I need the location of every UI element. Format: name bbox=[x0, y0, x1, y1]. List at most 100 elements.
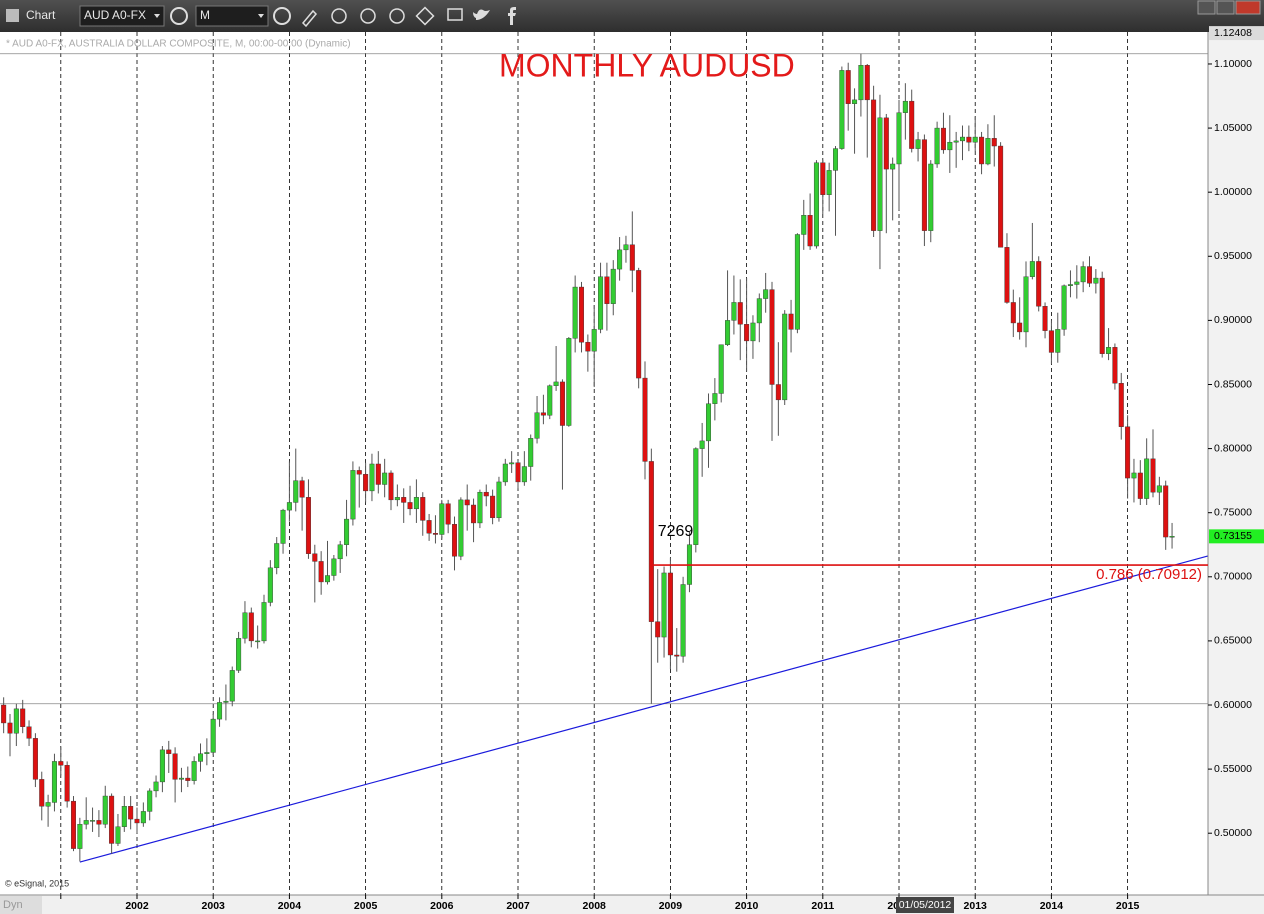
candle-body bbox=[369, 463, 375, 492]
time-axis bbox=[0, 895, 1264, 914]
x-tick-label: 2010 bbox=[735, 900, 759, 912]
candle-body bbox=[553, 381, 559, 386]
candle-body bbox=[1169, 536, 1175, 538]
facebook-icon[interactable] bbox=[508, 7, 516, 25]
comment-icon[interactable] bbox=[447, 8, 463, 21]
twitter-icon[interactable] bbox=[473, 9, 490, 21]
candle-body bbox=[407, 502, 413, 510]
candle-body bbox=[401, 497, 407, 503]
candle-body bbox=[274, 543, 280, 569]
cursor-box bbox=[896, 897, 954, 913]
candle-body bbox=[115, 826, 121, 844]
candle-body bbox=[280, 509, 286, 544]
x-tick-label: 2014 bbox=[1040, 900, 1064, 912]
candle-body bbox=[820, 162, 826, 195]
candle-body bbox=[896, 112, 902, 165]
candle-body bbox=[540, 412, 546, 416]
candle-body bbox=[356, 470, 362, 475]
interval-box[interactable] bbox=[195, 5, 269, 27]
candle-body bbox=[178, 777, 184, 780]
candle-body bbox=[807, 215, 813, 247]
candle-body bbox=[750, 322, 756, 342]
candle-body bbox=[598, 276, 604, 330]
candle-body bbox=[1055, 329, 1061, 353]
candle-body bbox=[439, 503, 445, 535]
candle-body bbox=[1036, 261, 1042, 307]
candle-body bbox=[985, 138, 991, 165]
candle-body bbox=[813, 162, 819, 247]
x-tick-label: 2009 bbox=[659, 900, 683, 912]
candle-body bbox=[706, 403, 712, 442]
candle-body bbox=[191, 761, 197, 781]
candle-body bbox=[1061, 285, 1067, 330]
candle-body bbox=[623, 244, 629, 251]
candle-body bbox=[801, 215, 807, 235]
clock-icon[interactable] bbox=[273, 7, 291, 25]
candle-body bbox=[204, 752, 210, 754]
symbol-box[interactable] bbox=[79, 5, 165, 27]
candle-body bbox=[1163, 485, 1169, 538]
candle-body bbox=[998, 145, 1004, 248]
candle-body bbox=[102, 795, 108, 825]
candle-body bbox=[363, 474, 369, 492]
last-price-label: 0.73155 bbox=[1214, 530, 1252, 542]
play-icon[interactable] bbox=[360, 8, 376, 24]
candle-body bbox=[420, 497, 426, 521]
candle-body bbox=[432, 533, 438, 535]
candle-body bbox=[426, 520, 432, 534]
candle-body bbox=[509, 462, 515, 465]
candle-body bbox=[452, 524, 458, 557]
candle-body bbox=[471, 504, 477, 524]
candle-body bbox=[312, 553, 318, 562]
x-tick-label: 2006 bbox=[430, 900, 454, 912]
plot bbox=[0, 32, 1208, 895]
candle-body bbox=[458, 499, 464, 557]
candle-body bbox=[217, 702, 223, 720]
candle-body bbox=[109, 795, 115, 844]
candle-body bbox=[979, 136, 985, 165]
candle-body bbox=[236, 638, 242, 671]
candle-body bbox=[737, 302, 743, 325]
interval[interactable]: M bbox=[200, 8, 210, 22]
candle-body bbox=[1048, 330, 1054, 353]
candle-body bbox=[693, 448, 699, 545]
candle-body bbox=[394, 497, 400, 501]
candle-body bbox=[1017, 322, 1023, 333]
tool-icon[interactable] bbox=[415, 6, 435, 26]
symbol[interactable]: AUD A0-FX bbox=[84, 8, 146, 22]
footer-mode[interactable]: Dyn bbox=[3, 899, 23, 911]
candle-body bbox=[902, 100, 908, 113]
y-tick-label: 0.80000 bbox=[1214, 442, 1252, 454]
candle-body bbox=[718, 344, 724, 394]
plot-area bbox=[0, 32, 1208, 895]
alert-icon[interactable] bbox=[389, 8, 405, 24]
dropdown-arrow bbox=[258, 14, 264, 18]
candle-body bbox=[51, 761, 57, 803]
candle-body bbox=[267, 567, 273, 603]
candle-body bbox=[515, 462, 521, 483]
candle-body bbox=[1137, 472, 1143, 499]
candle-body bbox=[210, 718, 216, 753]
help-button[interactable] bbox=[1197, 0, 1216, 15]
close-button[interactable] bbox=[1235, 0, 1261, 15]
draw-icon[interactable] bbox=[301, 9, 318, 28]
candle-body bbox=[375, 463, 381, 485]
candle-body bbox=[1099, 277, 1105, 354]
candle-body bbox=[71, 800, 77, 849]
candle-body bbox=[1004, 247, 1010, 303]
candle-body bbox=[1125, 426, 1131, 479]
y-tick-label: 1.00000 bbox=[1214, 186, 1252, 198]
candle-body bbox=[604, 276, 610, 304]
y-tick-label: 0.75000 bbox=[1214, 506, 1252, 518]
candle-body bbox=[579, 286, 585, 343]
candle-body bbox=[26, 726, 32, 739]
x-tick-label: 2003 bbox=[202, 900, 226, 912]
refresh-icon[interactable] bbox=[331, 8, 347, 24]
trendline bbox=[79, 555, 1208, 863]
candle-body bbox=[921, 139, 927, 231]
candle-body bbox=[794, 234, 800, 330]
candle-body bbox=[852, 99, 858, 104]
restore-button[interactable] bbox=[1216, 0, 1235, 15]
candle-body bbox=[198, 753, 204, 762]
settings-icon[interactable] bbox=[170, 7, 188, 25]
